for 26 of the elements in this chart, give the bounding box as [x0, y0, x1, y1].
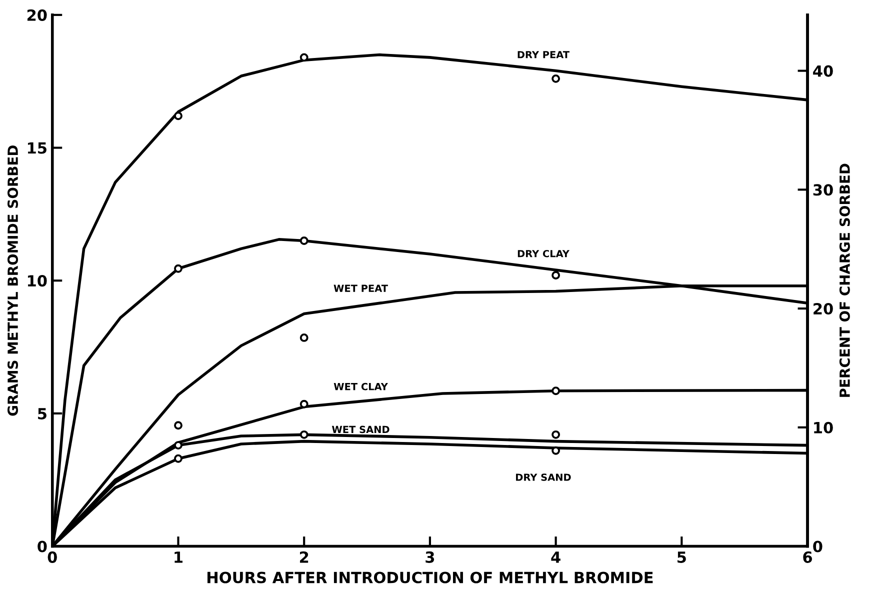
y2-tick-label: 40: [813, 65, 833, 77]
y2-axis-title: PERCENT OF CHARGE SORBED: [839, 164, 850, 397]
x-tick-label: 2: [300, 551, 308, 563]
x-tick-label: 6: [803, 551, 812, 563]
x-tick-label: 0: [48, 551, 57, 563]
x-tick-label: 3: [426, 551, 434, 563]
y2-tick-label: 20: [814, 302, 833, 315]
y-tick-label: 5: [38, 408, 46, 420]
x-tick-label: 4: [551, 552, 560, 563]
x-tick-label: 1: [174, 552, 182, 563]
series-label: WET SAND: [332, 426, 390, 434]
series-label: WET CLAY: [334, 382, 388, 390]
y2-tick-label: 10: [814, 422, 833, 434]
y-tick-label: 20: [27, 9, 47, 21]
series-label: WET PEAT: [334, 284, 388, 292]
y-tick-label: 10: [28, 275, 47, 287]
y-tick-label: 15: [28, 142, 46, 154]
x-axis-title: HOURS AFTER INTRODUCTION OF METHYL BROMIDE: [207, 572, 653, 584]
y2-tick-label: 30: [813, 184, 833, 196]
series-label: DRY PEAT: [518, 51, 570, 58]
y-axis-title: GRAMS METHYL BROMIDE SORBED: [8, 145, 18, 416]
x-tick-label: 5: [678, 552, 686, 563]
text: DRY SAND: [516, 474, 571, 481]
series-label: DRY CLAY: [518, 250, 570, 258]
y2-tick-label: 0: [813, 540, 822, 552]
y-tick-label: 0: [38, 540, 47, 552]
